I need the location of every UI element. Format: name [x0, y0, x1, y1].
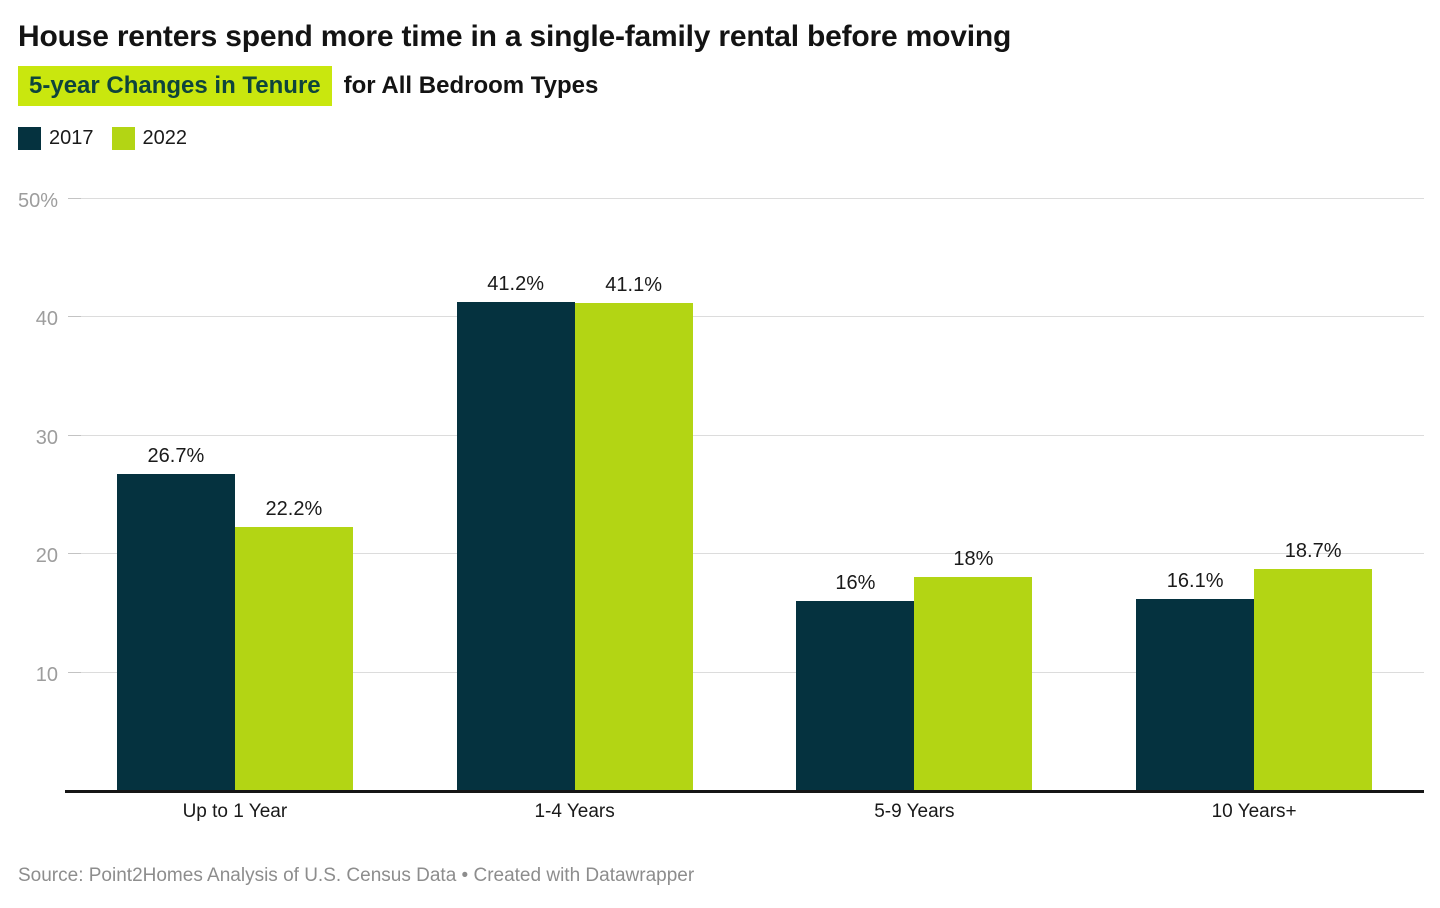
bar-value-label: 18.7% [1284, 539, 1342, 562]
plot-area: 26.7% 22.2% 41.2% 41.1% 16% 18% 16.1% 18.7% [65, 198, 1424, 793]
x-category-label: 10 Years+ [1211, 801, 1297, 822]
bar-value-label: 26.7% [147, 444, 205, 467]
legend-swatch-icon [18, 127, 41, 150]
bar-2022-10-years+ [1254, 568, 1373, 790]
bar-2022-up-to-1-year [234, 527, 353, 790]
subtitle-rest: for All Bedroom Types [343, 72, 599, 99]
axis-tick [68, 671, 81, 673]
x-category-label: 5-9 Years [874, 801, 955, 822]
bar-2017-1-4-years [456, 302, 575, 790]
y-tick-label: 40 [35, 308, 58, 331]
bar-2017-up-to-1-year [116, 473, 235, 790]
bar-value-label: 16.1% [1166, 570, 1224, 593]
chart-title: House renters spend more time in a singl… [18, 20, 1012, 53]
x-category-label: 1-4 Years [534, 801, 615, 822]
legend-label: 2017 [49, 127, 94, 149]
gridline-50 [68, 198, 1424, 199]
source-note: Source: Point2Homes Analysis of U.S. Cen… [18, 865, 695, 886]
bar-2022-1-4-years [574, 303, 693, 790]
gridline-20 [68, 553, 1424, 555]
bar-value-label: 41.1% [605, 274, 662, 297]
gridline-40 [68, 316, 1424, 318]
axis-tick [68, 434, 81, 436]
bar-2017-10-years+ [1136, 599, 1255, 790]
legend-label: 2022 [142, 127, 188, 149]
chart-subtitle: 5-year Changes in Tenure for All Bedroom… [18, 66, 598, 106]
y-tick-label: 20 [35, 545, 58, 568]
legend-swatch-icon [111, 127, 135, 150]
legend-item-2017: 2017 [18, 127, 94, 150]
axis-tick [68, 198, 81, 199]
bar-2017-5-9-years [796, 600, 915, 790]
y-tick-label: 50% [17, 190, 58, 212]
legend: 2017 2022 [18, 127, 187, 150]
bar-2022-5-9-years [914, 576, 1033, 790]
gridline-10 [68, 671, 1424, 673]
gridline-30 [68, 434, 1424, 436]
bar-value-label: 18% [953, 547, 994, 570]
subtitle-highlight: 5-year Changes in Tenure [18, 66, 332, 106]
bar-value-label: 22.2% [265, 498, 323, 521]
axis-tick [68, 316, 81, 318]
bar-value-label: 41.2% [487, 273, 544, 296]
bar-value-label: 16% [835, 571, 876, 594]
y-tick-label: 10 [35, 663, 58, 686]
legend-item-2022: 2022 [111, 127, 188, 150]
x-category-label: Up to 1 Year [182, 801, 288, 822]
y-tick-label: 30 [35, 426, 58, 449]
axis-tick [68, 553, 81, 555]
